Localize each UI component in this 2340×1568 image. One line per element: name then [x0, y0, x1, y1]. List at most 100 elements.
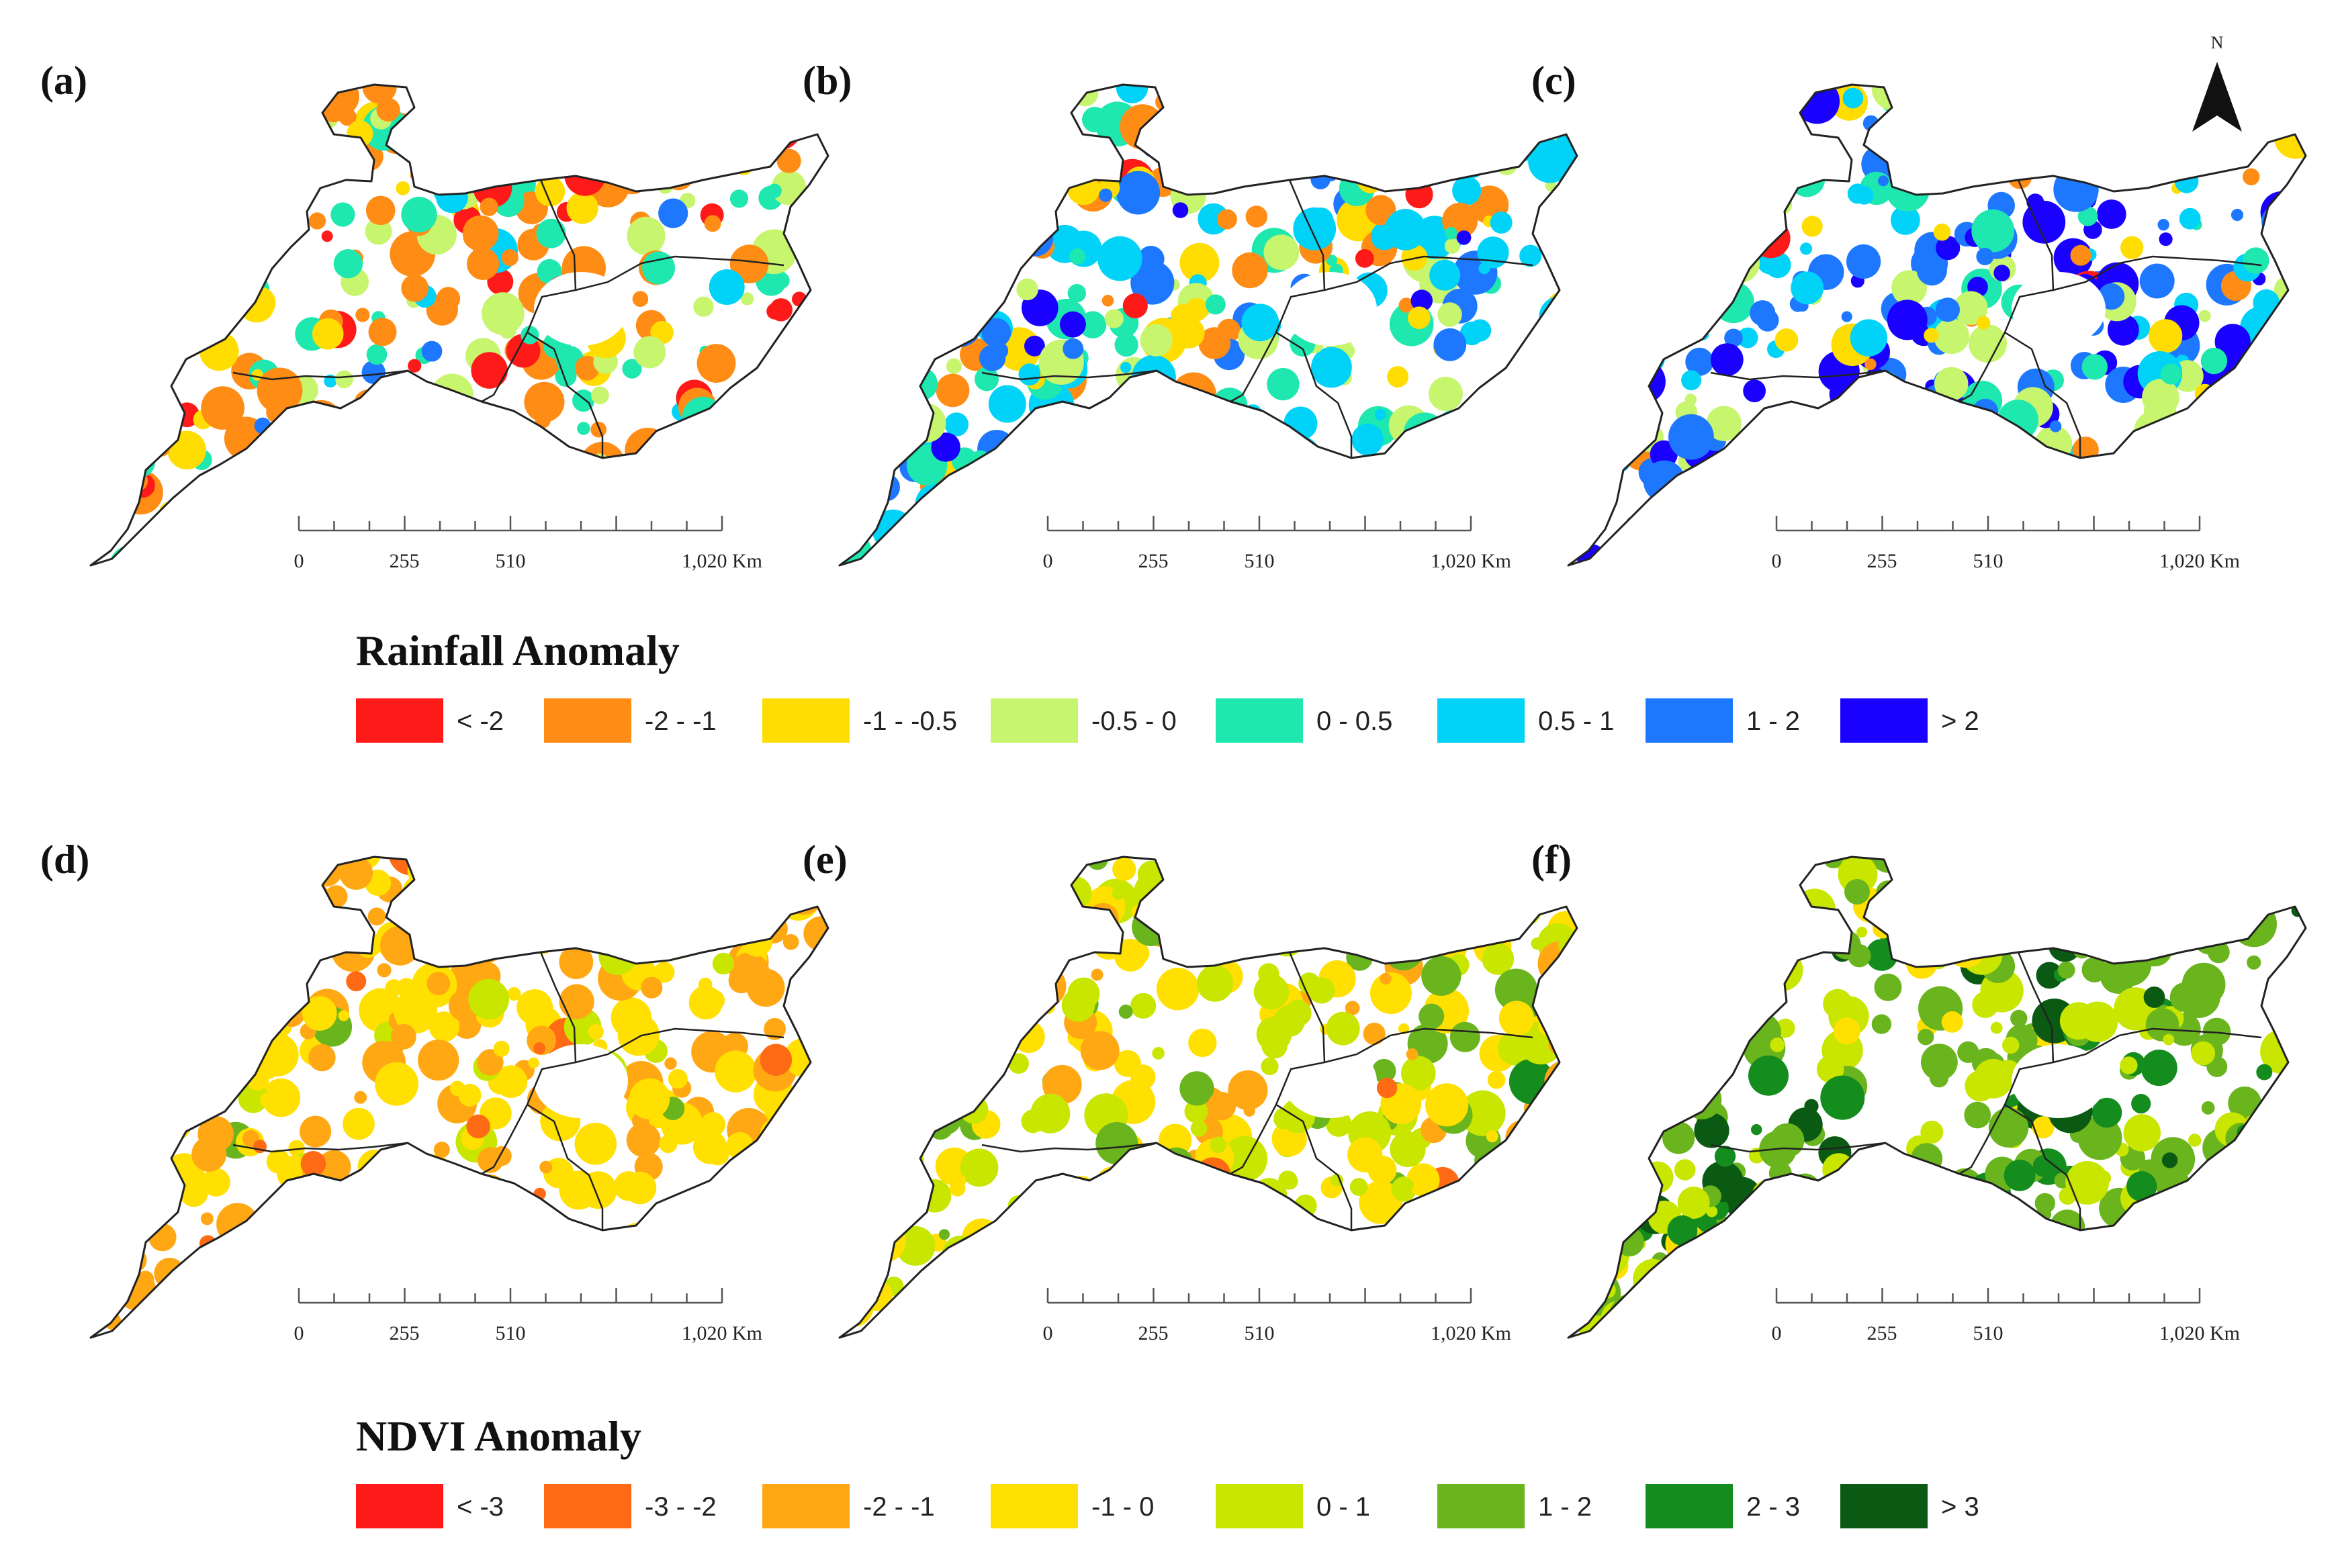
anomaly-cell: [1102, 1263, 1132, 1293]
anomaly-cell: [668, 1297, 694, 1323]
legend-swatch: [1840, 698, 1928, 743]
anomaly-cell: [1173, 317, 1205, 349]
anomaly-cell: [561, 1316, 602, 1338]
anomaly-cell: [125, 881, 154, 911]
anomaly-cell: [2179, 207, 2201, 230]
anomaly-cell: [2010, 1009, 2028, 1027]
anomaly-cell: [986, 1293, 1029, 1336]
anomaly-cell: [170, 85, 194, 94]
anomaly-cell: [1462, 1222, 1506, 1266]
anomaly-cell: [2010, 85, 2055, 105]
anomaly-cell: [529, 1285, 554, 1310]
anomaly-cell: [238, 1274, 273, 1309]
anomaly-cell: [1142, 1235, 1158, 1250]
anomaly-cell: [163, 1112, 191, 1140]
anomaly-cell: [2125, 487, 2141, 502]
anomaly-cell: [942, 888, 965, 911]
legend-swatch: [356, 698, 443, 743]
anomaly-cell: [118, 964, 148, 995]
district-boundary: [2053, 1027, 2262, 1064]
anomaly-cell: [1095, 1122, 1138, 1164]
anomaly-cell: [214, 228, 235, 249]
anomaly-cell: [1682, 1080, 1722, 1119]
anomaly-cell: [1213, 876, 1226, 889]
anomaly-cell: [417, 165, 433, 181]
anomaly-cell: [772, 888, 793, 909]
anomaly-cell: [2057, 961, 2075, 979]
anomaly-cell: [872, 473, 900, 502]
anomaly-cell: [1189, 469, 1214, 494]
anomaly-cell: [1104, 309, 1124, 328]
anomaly-cell: [993, 220, 1022, 248]
anomaly-cell: [2001, 1301, 2022, 1322]
anomaly-cell: [1406, 1048, 1419, 1060]
anomaly-cell: [2238, 1279, 2269, 1311]
anomaly-cell: [460, 884, 476, 900]
anomaly-cell: [248, 1026, 265, 1044]
anomaly-cell: [1456, 230, 1472, 245]
anomaly-cell: [2131, 449, 2151, 469]
anomaly-cell: [2009, 495, 2030, 516]
anomaly-cell: [840, 245, 863, 271]
anomaly-cell: [201, 1273, 228, 1299]
anomaly-cell: [1821, 1322, 1843, 1338]
anomaly-cell: [354, 1190, 397, 1234]
anomaly-cell: [696, 344, 736, 383]
anomaly-cell: [1230, 99, 1269, 138]
anomaly-cell: [1201, 479, 1234, 512]
anomaly-cell: [1705, 517, 1744, 555]
anomaly-cell: [1232, 85, 1264, 107]
anomaly-cell: [283, 1252, 326, 1294]
anomaly-cell: [1504, 373, 1527, 398]
anomaly-cell: [1437, 302, 1462, 327]
anomaly-cell: [777, 878, 820, 921]
anomaly-cell: [1112, 479, 1125, 492]
anomaly-cell: [2093, 1300, 2124, 1332]
anomaly-cell: [1789, 1279, 1814, 1304]
anomaly-cell: [1081, 501, 1114, 534]
anomaly-cell: [94, 455, 110, 471]
anomaly-cell: [1245, 205, 1267, 228]
anomaly-cell: [1789, 160, 1826, 197]
anomaly-cell: [1445, 1278, 1487, 1320]
anomaly-cell: [1253, 974, 1290, 1010]
anomaly-cell: [901, 1052, 942, 1093]
anomaly-cell: [1570, 271, 1604, 305]
anomaly-cell: [1087, 857, 1108, 870]
anomaly-cell: [1944, 88, 1989, 133]
anomaly-cell: [91, 107, 114, 131]
anomaly-cell: [1856, 927, 1868, 938]
anomaly-cell: [2233, 385, 2274, 425]
anomaly-cell: [1921, 1044, 1958, 1080]
anomaly-cell: [1208, 487, 1230, 509]
anomaly-cell: [1222, 1136, 1268, 1182]
anomaly-cell: [1574, 292, 1587, 306]
anomaly-cell: [402, 875, 438, 911]
anomaly-cell: [658, 198, 688, 228]
anomaly-cell: [1258, 963, 1279, 984]
anomaly-cell: [1326, 255, 1338, 266]
anomaly-cell: [2067, 470, 2104, 507]
anomaly-cell: [1891, 270, 1927, 306]
anomaly-cell: [859, 366, 900, 407]
anomaly-cell: [1267, 455, 1298, 487]
anomaly-cell: [564, 154, 606, 196]
anomaly-cell: [279, 1252, 317, 1291]
anomaly-cell: [703, 990, 725, 1011]
anomaly-cell: [1236, 132, 1263, 160]
anomaly-cell: [2077, 1001, 2118, 1042]
anomaly-cell: [1479, 1250, 1498, 1268]
anomaly-cell: [580, 561, 595, 565]
anomaly-cell: [690, 116, 727, 152]
anomaly-cell: [2128, 472, 2142, 486]
anomaly-cell: [223, 133, 262, 172]
anomaly-cell: [2139, 1246, 2169, 1277]
anomaly-cell: [654, 87, 689, 122]
anomaly-cell: [1627, 933, 1647, 954]
anomaly-cell: [197, 1023, 232, 1057]
anomaly-cell: [1576, 1022, 1621, 1068]
anomaly-cell: [899, 1303, 938, 1338]
scale-bar: 0 255 510 1,020 Km: [294, 516, 762, 572]
anomaly-cell: [400, 393, 422, 416]
anomaly-cell: [964, 1057, 979, 1072]
